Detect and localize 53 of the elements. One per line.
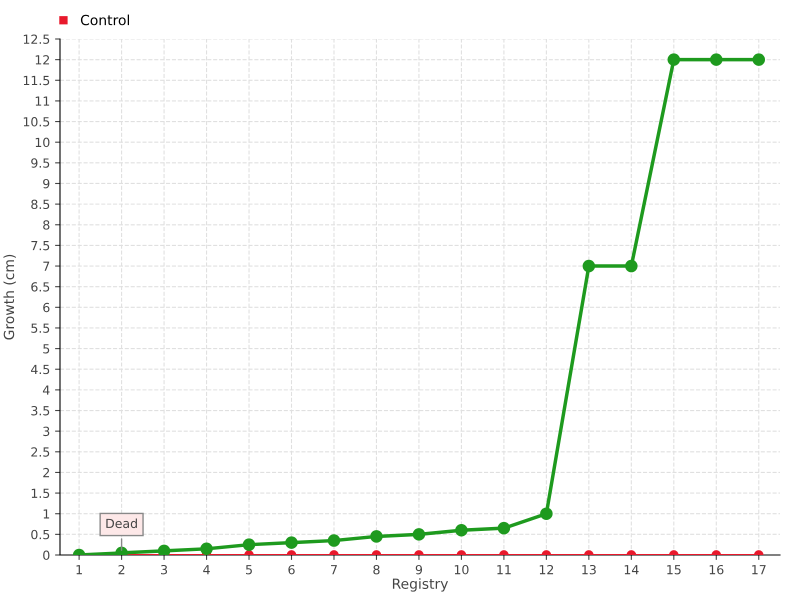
point [625, 260, 638, 272]
x-tick-label: 2 [118, 564, 124, 574]
y-tick-label: 3.5 [31, 406, 50, 416]
y-tick-label: 6 [43, 302, 50, 312]
y-tick-label: 12 [36, 55, 50, 64]
y-tick-label: 10.5 [24, 117, 50, 126]
x-tick-label: 15 [667, 565, 681, 574]
x-tick-label: 7 [331, 565, 337, 574]
y-tick-label: 7 [43, 262, 50, 271]
y-tick-label: 11 [36, 96, 50, 106]
y-tick-label: 2 [43, 468, 50, 478]
x-tick-label: 10 [454, 564, 469, 574]
y-tick-label: 5.5 [31, 324, 50, 333]
x-tick-label: 12 [540, 564, 554, 574]
y-tick-label: 2.5 [31, 447, 50, 457]
y-tick-label: 8 [43, 220, 50, 230]
y-tick-label: 0.5 [31, 530, 50, 540]
y-axis-title: Growth (cm) [3, 254, 16, 340]
x-tick-label: 1 [76, 565, 82, 574]
x-tick-label: 13 [582, 564, 596, 574]
x-tick-label: 11 [497, 565, 511, 574]
x-tick-label: 14 [624, 565, 639, 574]
y-tick-label: 3 [43, 426, 50, 436]
x-axis-title: Registry [392, 578, 448, 592]
annotation: Dead [106, 518, 137, 528]
x-tick-label: 5 [246, 565, 252, 574]
point [582, 260, 596, 272]
y-tick-label: 1 [44, 509, 50, 518]
y-tick-label: 6.5 [31, 282, 50, 292]
x-tick-label: 17 [752, 565, 766, 574]
x-tick-label: 8 [373, 564, 380, 574]
y-tick-label: 0 [43, 550, 50, 560]
point [752, 53, 766, 66]
x-tick-label: 4 [203, 565, 210, 574]
x-tick-label: 16 [710, 564, 724, 574]
legend-label: Control [80, 14, 130, 26]
y-tick-label: 8.5 [31, 200, 50, 210]
y-tick-label: 4.5 [31, 364, 50, 374]
point [158, 544, 170, 555]
x-tick-label: 9 [416, 564, 422, 574]
y-tick-label: 7.5 [31, 241, 50, 250]
y-tick-label: 1.5 [32, 488, 50, 498]
y-tick-label: 9 [43, 178, 50, 188]
x-tick-label: 3 [161, 564, 168, 574]
y-tick-label: 10 [36, 138, 50, 148]
point [668, 53, 680, 66]
y-tick-label: 12.5 [24, 34, 50, 44]
x-tick-label: 6 [288, 564, 295, 574]
y-tick-label: 9.5 [31, 158, 50, 168]
y-tick-label: 4 [42, 386, 50, 395]
y-tick-label: 11.5 [24, 76, 50, 86]
point [710, 53, 723, 66]
y-tick-label: 5 [43, 344, 50, 354]
